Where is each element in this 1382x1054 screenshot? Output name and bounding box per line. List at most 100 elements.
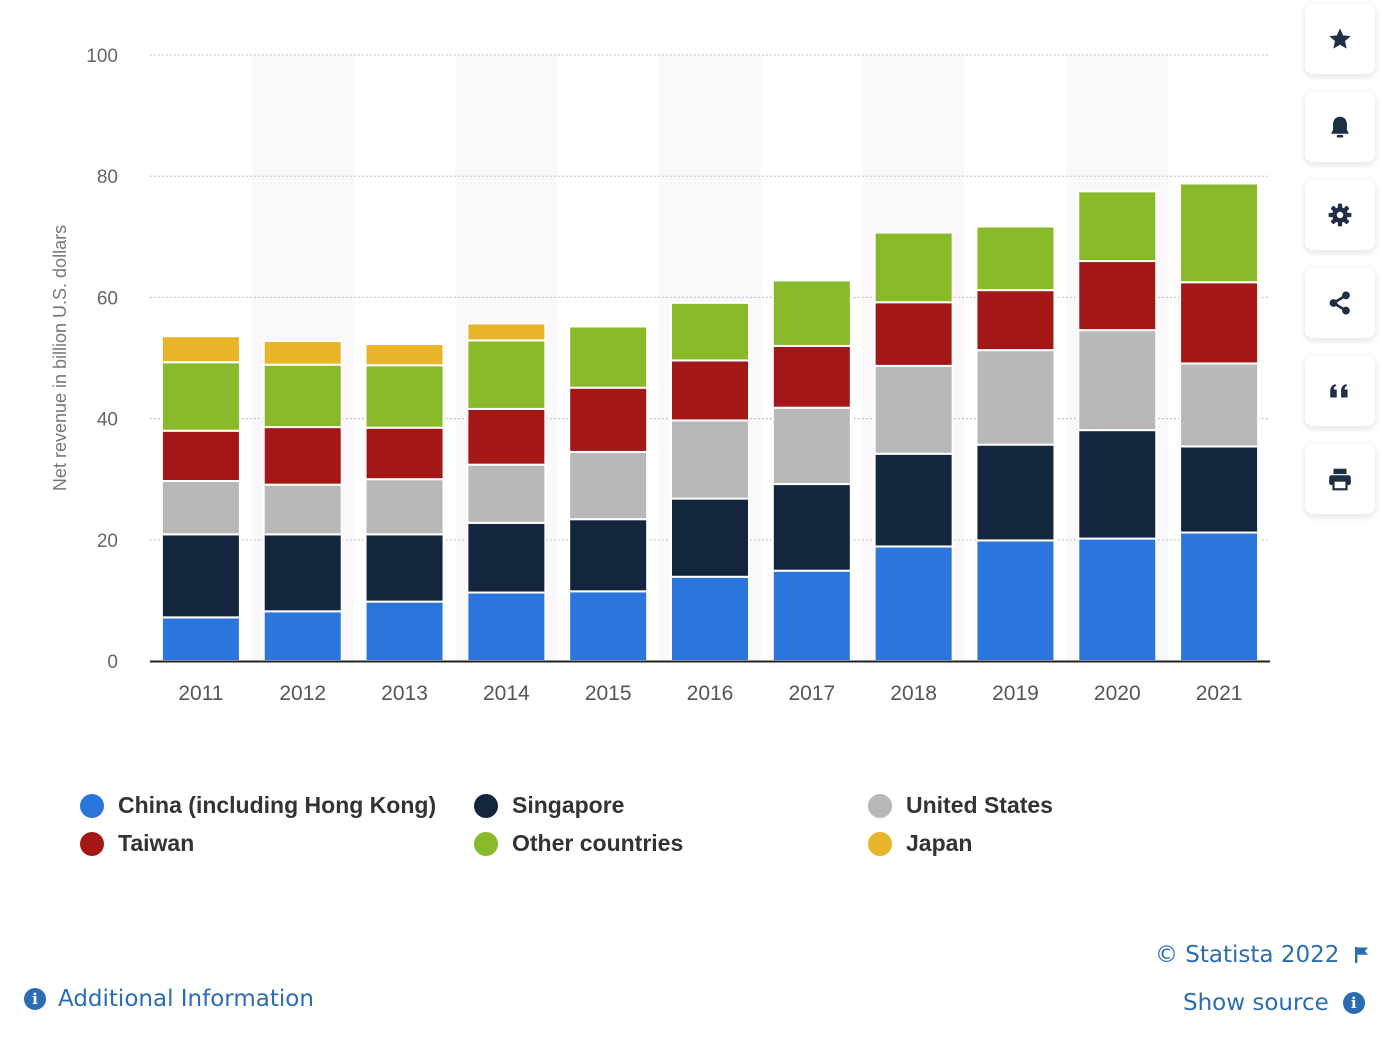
show-source-link[interactable]: Show source i: [1183, 990, 1365, 1016]
bar-segment[interactable]: [771, 569, 852, 662]
x-tick-label: 2013: [381, 682, 428, 705]
bar-segment[interactable]: [670, 575, 750, 662]
bar-segment[interactable]: [1077, 537, 1158, 663]
bar-segment[interactable]: [466, 521, 547, 594]
y-tick-label: 60: [97, 288, 118, 309]
bar-segment[interactable]: [771, 279, 852, 347]
legend-marker: [868, 831, 892, 856]
bar-segment[interactable]: [975, 289, 1056, 352]
legend-item[interactable]: United States: [868, 792, 1053, 819]
bar-segment[interactable]: [1077, 190, 1158, 263]
legend-label: Japan: [906, 830, 973, 856]
legend-marker: [474, 831, 498, 856]
bar-segment[interactable]: [160, 361, 241, 432]
x-tick-label: 2011: [178, 682, 223, 705]
legend-item[interactable]: China (including Hong Kong): [80, 792, 436, 819]
bar-segment[interactable]: [364, 364, 445, 429]
bar-segment[interactable]: [364, 426, 445, 481]
bar-segment[interactable]: [975, 349, 1056, 446]
bar-segment[interactable]: [568, 590, 649, 662]
gear-icon: [1328, 203, 1352, 227]
bar-segment[interactable]: [262, 426, 343, 486]
bar-segment[interactable]: [1179, 445, 1260, 534]
bar-segment[interactable]: [466, 407, 547, 466]
bar-segment[interactable]: [873, 364, 954, 455]
bar-segment[interactable]: [364, 343, 445, 367]
bars: [160, 182, 1260, 663]
settings-button[interactable]: [1305, 180, 1375, 250]
bar-segment[interactable]: [466, 463, 547, 524]
bar-segment[interactable]: [1179, 281, 1260, 365]
legend-item[interactable]: Taiwan: [80, 830, 194, 857]
bar-segment[interactable]: [1179, 531, 1260, 663]
bar-segment[interactable]: [262, 533, 343, 613]
bar-segment[interactable]: [975, 225, 1056, 292]
legend-label: China (including Hong Kong): [118, 792, 437, 818]
print-button[interactable]: [1305, 444, 1375, 514]
legend-label: United States: [906, 792, 1053, 818]
bar-segment[interactable]: [160, 480, 241, 536]
bar-segment[interactable]: [160, 533, 241, 619]
legend-item[interactable]: Japan: [868, 830, 972, 857]
x-tick-label: 2012: [279, 682, 326, 705]
legend-item[interactable]: Other countries: [474, 830, 683, 857]
bar-segment[interactable]: [262, 363, 343, 429]
bar-segment[interactable]: [975, 539, 1056, 663]
bar-segment[interactable]: [160, 429, 241, 483]
bar-segment[interactable]: [466, 322, 547, 342]
bar-segment[interactable]: [160, 616, 241, 662]
x-axis-ticks: 2011 2012 2013 2014 2015 2016 2017 2018 2019 2020…: [178, 682, 1242, 705]
bar-segment[interactable]: [1179, 362, 1260, 448]
favorite-button[interactable]: [1305, 4, 1375, 74]
bar-segment[interactable]: [262, 610, 343, 662]
bar-segment[interactable]: [160, 335, 241, 364]
bar-segment[interactable]: [568, 386, 649, 453]
bar-segment[interactable]: [771, 344, 852, 409]
bar-segment[interactable]: [1077, 260, 1158, 332]
y-tick-label: 100: [86, 46, 118, 67]
bar-segment[interactable]: [262, 340, 343, 366]
bar-segment[interactable]: [873, 301, 954, 367]
bar-segment[interactable]: [466, 591, 547, 662]
bar-segment[interactable]: [568, 518, 649, 593]
side-toolbar: [1305, 4, 1375, 532]
share-icon: [1329, 291, 1350, 315]
print-icon: [1329, 468, 1351, 491]
bar-segment[interactable]: [771, 406, 852, 486]
bar-segment[interactable]: [873, 545, 954, 662]
bar-segment[interactable]: [364, 600, 445, 662]
quote-icon: [1330, 384, 1348, 398]
x-tick-label: 2016: [687, 682, 734, 705]
x-tick-label: 2015: [585, 682, 632, 705]
legend-item[interactable]: Singapore: [474, 792, 624, 819]
bar-segment[interactable]: [670, 359, 750, 422]
bar-segment[interactable]: [670, 301, 750, 362]
y-tick-label: 40: [97, 410, 118, 431]
bar-segment[interactable]: [364, 533, 445, 603]
copyright-text: © Statista 2022: [1155, 942, 1340, 968]
bar-segment[interactable]: [364, 478, 445, 536]
info-icon: i: [24, 988, 46, 1010]
bar-segment[interactable]: [262, 483, 343, 536]
bar-segment[interactable]: [670, 419, 750, 500]
bar-segment[interactable]: [568, 450, 649, 521]
additional-information-link[interactable]: i Additional Information: [24, 986, 314, 1012]
bar-segment[interactable]: [1077, 429, 1158, 540]
cite-button[interactable]: [1305, 356, 1375, 426]
bar-segment[interactable]: [873, 452, 954, 548]
bar-segment[interactable]: [771, 483, 852, 572]
bar-segment[interactable]: [568, 325, 649, 389]
share-button[interactable]: [1305, 268, 1375, 338]
bar-segment[interactable]: [873, 231, 954, 304]
x-tick-label: 2017: [788, 682, 835, 705]
bar-segment[interactable]: [1077, 329, 1158, 432]
y-axis-title: Net revenue in billion U.S. dollars: [50, 225, 70, 491]
bar-segment[interactable]: [670, 497, 750, 578]
copyright-link[interactable]: © Statista 2022: [1155, 942, 1371, 968]
bar-segment[interactable]: [975, 443, 1056, 542]
bar-segment[interactable]: [466, 339, 547, 410]
notification-button[interactable]: [1305, 92, 1375, 162]
bar-segment[interactable]: [1179, 182, 1260, 284]
y-tick-label: 0: [107, 652, 118, 673]
